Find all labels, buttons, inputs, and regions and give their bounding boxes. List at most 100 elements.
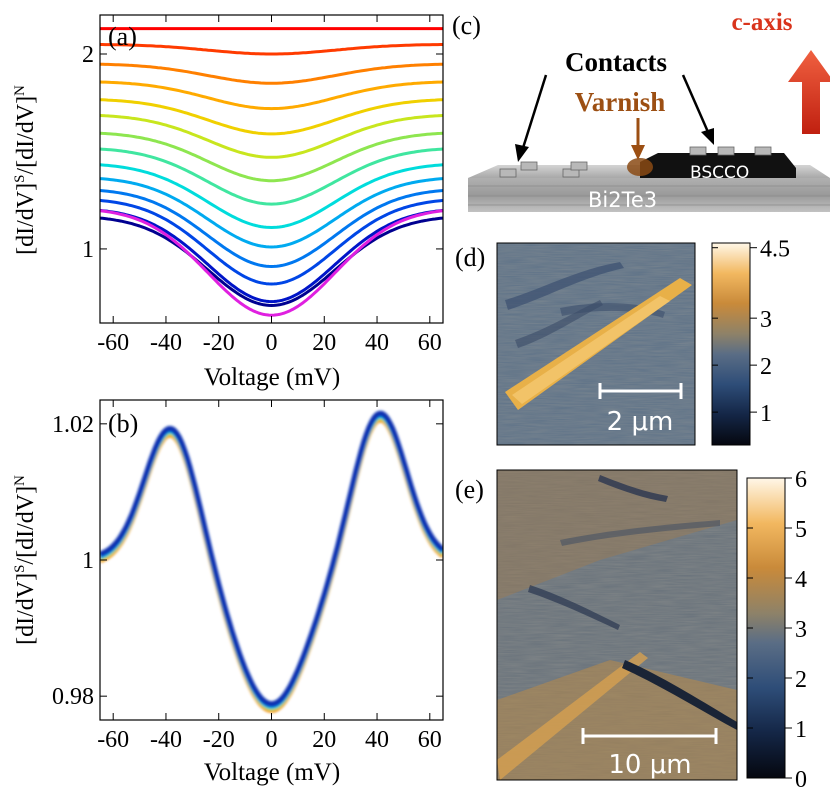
colorbar-e [747,478,785,778]
colorbar-d [712,243,750,445]
afm-d-dark-streak [515,300,603,348]
afm-e-dark-streak [560,520,720,546]
series-line-s7 [100,147,443,206]
varnish-blob [627,158,653,176]
panel-a-ylabel-main: [dI/dV] [13,183,39,255]
series-line-s13 [100,216,443,307]
panel-b: -60 -40 -20 0 20 40 60 0.98 1 1.02 (b) Voltage (m… [12,399,444,786]
colorbar-tick-label: 1 [760,401,772,427]
series-line-s2 [100,62,443,85]
contact-pad [754,146,772,156]
panel-b-xlabel: Voltage (mV) [204,759,340,786]
afm-e-bright-edge [497,652,648,780]
panel-b-ticks: -60 -40 -20 0 20 40 60 0.98 1 1.02 [52,400,443,753]
x-tick-label: 60 [418,727,442,753]
panel-e-frame [496,469,738,781]
colorbar-tick-label: 4 [795,567,807,593]
colorbar-tick-label: 3 [795,617,807,643]
contact-pad [499,168,517,178]
colorbar-tick-label: 6 [795,467,807,493]
varnish-label: Varnish [575,87,666,117]
panel-b-ylabel-main: [dI/dV] [13,573,39,645]
y-tick-label: 0.98 [52,684,94,710]
panel-a-series-group [100,27,443,317]
c-axis-label: c-axis [731,9,792,36]
series-line-s4 [100,98,443,136]
contacts-label: Contacts [565,47,667,77]
panel-d-frame [496,242,696,446]
contact-pad [689,146,707,156]
colorbar-d-ticks: 1 2 3 4.5 [712,237,790,427]
series-line-s8 [100,163,443,229]
y-tick-label: 2 [82,42,94,68]
contacts-arrow-right-head [701,128,714,145]
x-tick-label: -60 [97,330,129,356]
bscco-label: BSCCO [690,163,749,183]
panel-b-series-group [100,410,443,713]
panel-b-ylabel-mid: /[dI/dV] [13,486,39,565]
panel-a-ylabel: [dI/dV]S/[dI/dV]N [12,85,39,255]
series-line-s9 [100,177,443,249]
colorbar-tick-label: 2 [760,354,772,380]
series-line-s14 [100,209,443,317]
colorbar-e-ticks: 0 1 2 3 4 5 6 [747,467,807,793]
panel-a-xlabel: Voltage (mV) [204,364,340,391]
y-tick-label: 1 [82,237,94,263]
panel-e-image: 10 μm [497,470,737,780]
panel-a-ylabel-sup1: S [12,175,28,183]
panel-d-label: (d) [455,243,485,272]
y-tick-label: 1 [82,548,94,574]
x-tick-label: -60 [97,727,129,753]
contacts-arrow-right [681,74,710,133]
panel-a-ticks: -60 -40 -20 0 20 40 60 1 2 [82,15,443,356]
colorbar-tick-label: 2 [795,667,807,693]
y-tick-label: 1.02 [52,412,94,438]
afm-e-dark-streak [528,585,620,630]
contact-pad [520,161,538,171]
x-tick-label: -40 [150,727,182,753]
x-tick-label: -20 [203,727,235,753]
panel-a-ylabel-sup2: N [12,85,28,96]
series-line-s5 [100,114,443,159]
colorbar-d-frame [711,242,751,446]
panel-c: (c) Bi2Te3 BSCCO Contacts Varnish [452,9,830,212]
afm-e-dark-step [622,660,737,730]
substrate-block [468,178,830,212]
bscco-crystal [640,153,796,178]
panel-e-label: (e) [455,475,484,504]
afm-e-dark-streak [598,475,668,502]
panel-b-label: (b) [108,409,138,438]
colorbar-tick-label: 4.5 [760,237,790,263]
series-line-s10 [100,189,443,268]
series-band-line [100,410,443,707]
panel-a-label: (a) [108,22,137,51]
afm-d-flake-highlight [512,296,670,404]
x-tick-label: -40 [150,330,182,356]
contacts-arrow-left [521,74,548,149]
panel-b-ylabel-sup1: S [12,565,28,573]
panel-b-axes-frame [99,399,444,721]
x-tick-label: 0 [266,330,278,356]
contact-pad [717,146,735,156]
colorbar-tick-label: 5 [795,517,807,543]
x-tick-label: 20 [312,330,336,356]
series-line-s6 [100,131,443,183]
varnish-arrow-head [631,145,645,160]
scalebar-e-label: 10 μm [608,750,691,780]
panel-d-image: 2 μm [497,243,695,445]
c-axis-arrow [788,50,830,134]
panel-d: (d) 2 μm 1 2 3 4.5 [455,237,790,446]
x-tick-label: -20 [203,330,235,356]
colorbar-tick-label: 3 [760,307,772,333]
series-line-s1 [100,43,443,56]
panel-b-ylabel: [dI/dV]S/[dI/dV]N [12,475,39,645]
panel-a-axes-frame [99,14,444,324]
panel-a-ylabel-mid: /[dI/dV] [13,96,39,175]
substrate-label: Bi2Te3 [588,188,657,212]
panel-e: (e) 10 μm 0 1 2 3 4 5 6 [455,467,807,793]
contacts-arrow-left-head [515,144,529,162]
x-tick-label: 40 [365,727,389,753]
x-tick-label: 60 [418,330,442,356]
colorbar-tick-label: 0 [795,767,807,793]
